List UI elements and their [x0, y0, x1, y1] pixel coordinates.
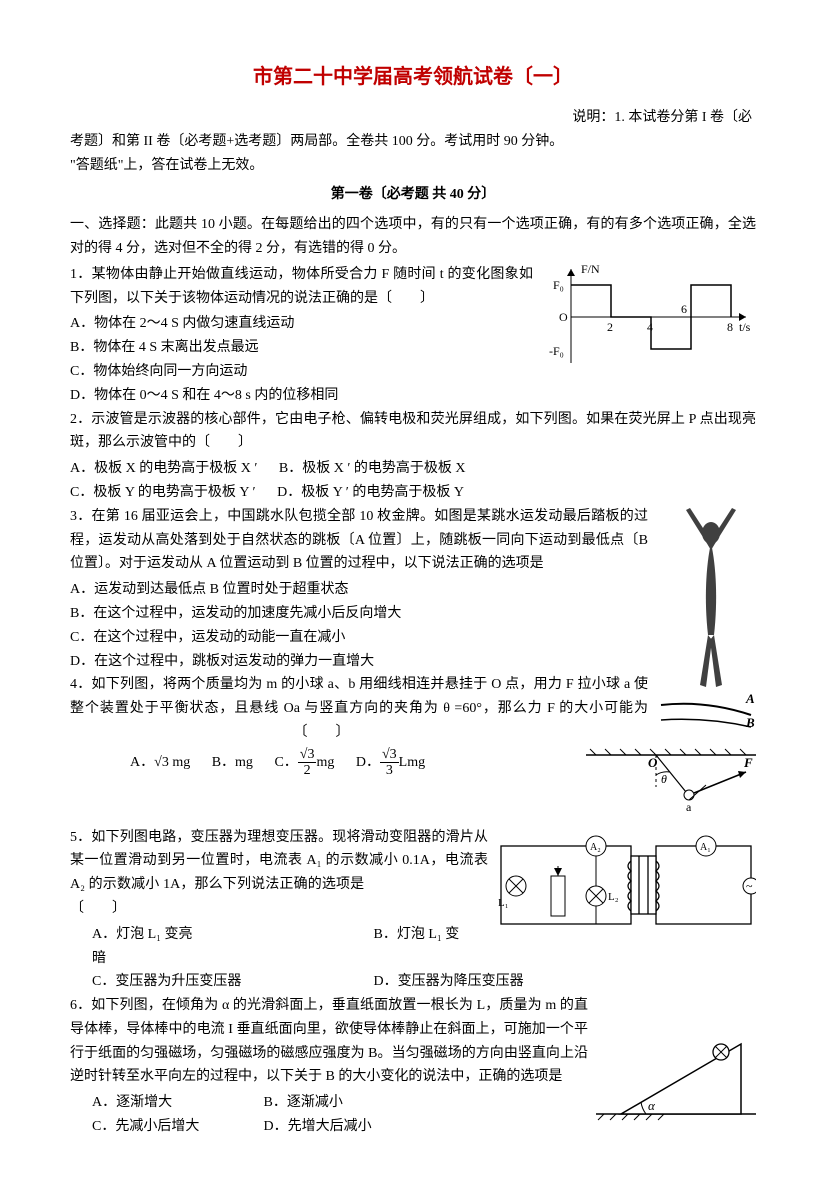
q4-opt-a: A．3 mg	[130, 755, 194, 770]
q3-opt-a: A．运发动到达最低点 B 位置时处于超重状态	[70, 578, 756, 602]
svg-text:a: a	[686, 800, 692, 814]
q6-opt-c: C．先减小后增大	[92, 1115, 242, 1139]
q4-opt-b: B．mg	[212, 755, 253, 770]
instructions-line2: 考题〕和第 II 卷〔必考题+选考题〕两局部。全卷共 100 分。考试用时 90…	[70, 130, 756, 154]
svg-text:F₀: F₀	[553, 278, 564, 292]
section-title: 第一卷〔必考题 共 40 分〕	[70, 183, 756, 207]
svg-text:B: B	[745, 715, 755, 730]
q1-opt-d: D．物体在 0～4 S 和在 4～8 s 内的位移相同	[70, 384, 756, 408]
svg-text:A₁: A₁	[700, 842, 711, 853]
svg-text:L₂: L₂	[608, 891, 619, 903]
q5-opt-c: C．变压器为升压变压器	[92, 970, 352, 994]
xlabel: t/s	[739, 320, 751, 334]
q4-opt-d: D．33Lmg	[356, 755, 425, 770]
svg-text:4: 4	[647, 320, 653, 334]
svg-text:2: 2	[607, 320, 613, 334]
q5-circuit-figure: L₁ A₂ L₂ A₁ ~	[496, 826, 756, 945]
svg-text:A₂: A₂	[590, 842, 601, 853]
svg-text:8: 8	[727, 320, 733, 334]
instructions-line1: 说明：1. 本试卷分第 I 卷〔必	[70, 106, 756, 130]
q2-opt-c: C．极板 Y 的电势高于极板 Y ′	[70, 485, 256, 500]
q6-opt-a: A．逐渐增大	[92, 1091, 242, 1115]
svg-text:A: A	[745, 691, 755, 706]
ylabel: F/N	[581, 263, 600, 276]
q6-opt-d: D．先增大后减小	[264, 1119, 372, 1134]
q4-pulley-figure: O θ a F	[586, 747, 756, 826]
q1-graph: F/N t/s O F₀ -F₀ 2 4 6 8	[541, 263, 756, 380]
svg-text:θ: θ	[661, 772, 667, 786]
q5-opt-a: A．灯泡 L₁ 变亮	[92, 923, 352, 947]
q2-opt-a: A．极板 X 的电势高于极板 X ′	[70, 461, 257, 476]
q2-opt-d: D．极板 Y ′ 的电势高于极板 Y	[277, 485, 464, 500]
svg-text:~: ~	[746, 879, 753, 893]
q2-stem: 2．示波管是示波器的核心部件，它由电子枪、偏转电极和荧光屏组成，如下列图。如果在…	[70, 408, 756, 456]
q3-opt-b: B．在这个过程中，运发动的加速度先减小后反向增大	[70, 602, 756, 626]
svg-text:F: F	[743, 755, 753, 770]
q6-opt-b: B．逐渐减小	[264, 1095, 343, 1110]
svg-text:L₁: L₁	[498, 897, 509, 909]
q3-opt-d: D．在这个过程中，跳板对运发动的弹力一直增大	[70, 650, 756, 674]
svg-text:6: 6	[681, 302, 687, 316]
q3-diver-figure: A B	[656, 505, 756, 744]
svg-text:α: α	[648, 1098, 656, 1113]
q6-incline-figure: α	[596, 1024, 756, 1133]
q4-opt-c: C．32mg	[274, 755, 337, 770]
q2-opt-b: B．极板 X ′ 的电势高于极板 X	[279, 461, 466, 476]
svg-text:-F₀: -F₀	[549, 344, 564, 358]
q3-opt-c: C．在这个过程中，运发动的动能一直在减小	[70, 626, 756, 650]
exam-title: 市第二十中学届高考领航试卷〔一〕	[70, 60, 756, 94]
svg-text:O: O	[559, 310, 568, 324]
instructions-line3: "答题纸"上，答在试卷上无效。	[70, 154, 756, 178]
section-desc: 一、选择题：此题共 10 小题。在每题给出的四个选项中，有的只有一个选项正确，有…	[70, 213, 756, 261]
q4-stem: 4．如下列图，将两个质量均为 m 的小球 a、b 用细线相连并悬挂于 O 点，用…	[70, 673, 756, 744]
q3-stem: 3．在第 16 届亚运会上，中国跳水队包揽全部 10 枚金牌。如图是某跳水运发动…	[70, 505, 756, 576]
q5-opt-d: D．变压器为降压变压器	[374, 974, 524, 989]
